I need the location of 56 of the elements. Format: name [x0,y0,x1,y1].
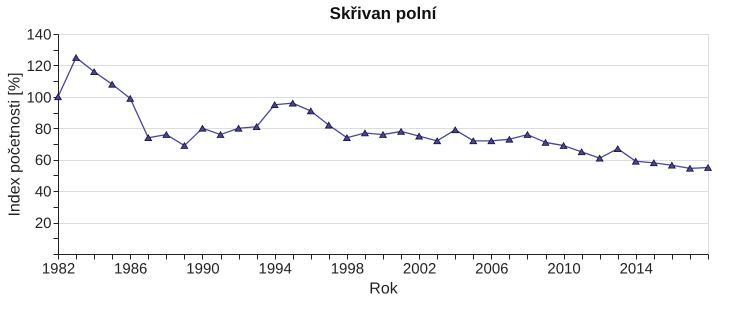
point [270,101,278,108]
x-tick-label: 2002 [402,260,436,278]
point [144,134,152,142]
x-tick-label: 1998 [330,260,364,278]
point [72,54,80,61]
point [451,126,459,134]
point [704,164,712,171]
point [126,95,134,102]
point [668,162,676,169]
point [198,124,206,132]
point [632,158,640,165]
point [307,108,315,114]
point [216,131,224,138]
x-tick-label: 2006 [475,260,509,278]
x-tick-label: 1990 [186,260,220,278]
point [397,128,405,135]
point [180,142,188,149]
point [288,100,296,106]
point [252,123,260,130]
point [90,68,98,76]
point [108,80,116,88]
y-tick-label: 100 [26,89,52,106]
y-tick-label: 120 [26,58,52,75]
y-tick-label: 20 [34,215,52,232]
x-tick-label: 2010 [547,260,581,278]
point [614,145,622,152]
point [470,138,478,144]
y-tick-label: 80 [34,120,52,138]
point [162,131,170,138]
point [325,122,333,128]
point [488,138,496,144]
point [234,124,242,132]
point [578,148,586,156]
point [686,165,694,172]
point [650,160,658,166]
point [415,132,423,140]
x-tick-label: 1994 [258,260,292,278]
point [379,131,387,138]
x-tick-label: 1986 [114,260,148,278]
chart-title: Skřivan polní [330,4,438,23]
y-tick-label: 60 [34,152,52,170]
point [361,130,369,136]
y-tick-label: 40 [34,184,52,201]
point [596,154,604,162]
point [506,136,514,143]
point [524,131,532,138]
point [542,139,550,146]
x-tick-label: 2014 [620,260,653,278]
y-tick-label: 140 [26,26,52,44]
point [560,142,568,149]
point [343,134,351,142]
x-axis-title: Rok [369,280,399,298]
x-tick-label: 1982 [42,260,76,278]
point [433,138,441,144]
point [54,94,62,100]
y-axis-title: Index početnosti [%] [6,72,24,217]
